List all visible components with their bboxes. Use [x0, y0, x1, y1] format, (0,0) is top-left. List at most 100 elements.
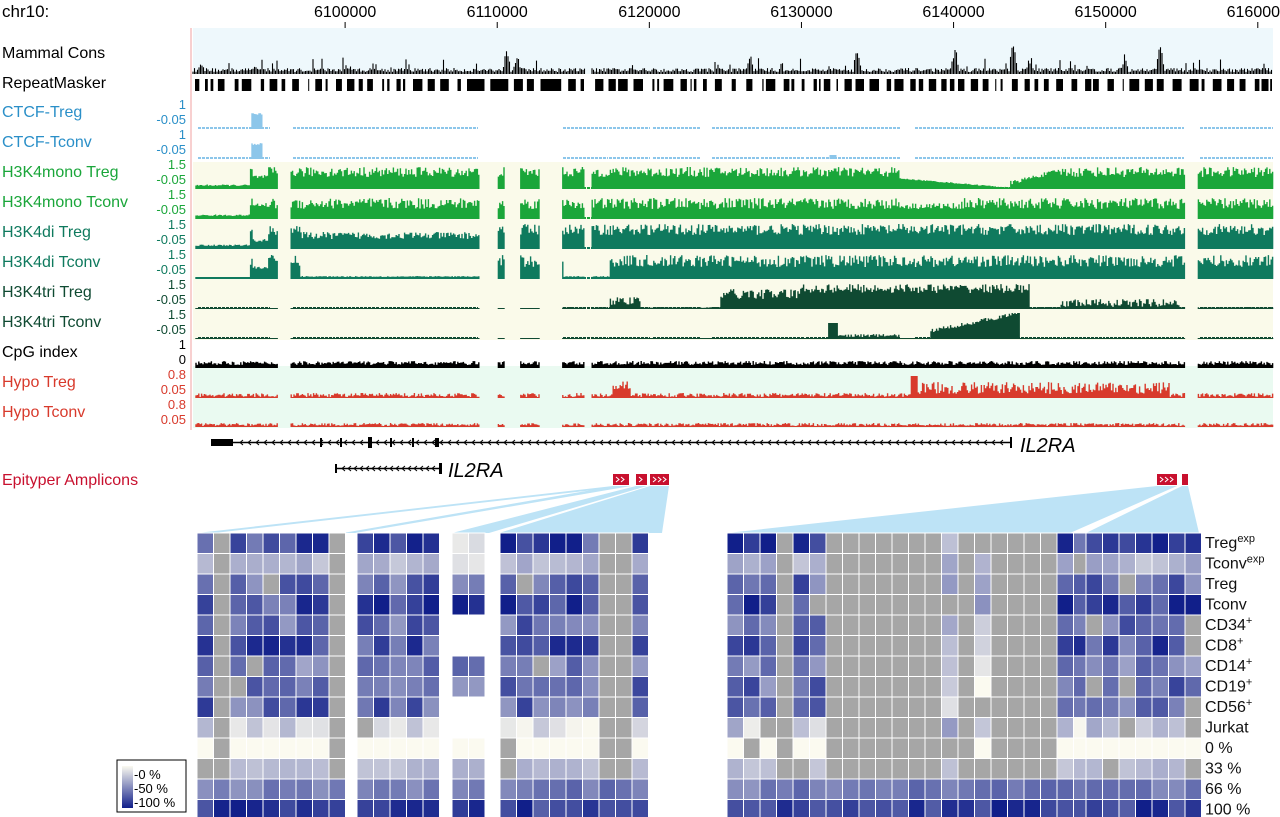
heatmap-cell: [1023, 635, 1041, 657]
heatmap-cell: [468, 717, 486, 739]
heatmap-cell: [213, 594, 231, 616]
heatmap-cell: [1085, 758, 1103, 780]
heatmap-cell: [809, 717, 827, 739]
heatmap-cell: [615, 594, 633, 616]
heatmap-cell: [825, 717, 843, 739]
heatmap-cell: [908, 614, 926, 636]
track-scale-bottom: -0.05: [156, 322, 186, 337]
heatmap-cell: [776, 573, 794, 595]
heatmap-cell: [759, 696, 777, 718]
heatmap-row-label: Tconvexp: [1205, 554, 1265, 573]
amplicon-block: [1157, 474, 1177, 485]
heatmap-cell: [1085, 655, 1103, 677]
heatmap-cell: [891, 799, 909, 817]
heatmap-cell: [279, 676, 297, 698]
heatmap-cell: [726, 655, 744, 677]
heatmap-cell: [532, 532, 550, 554]
heatmap-cell: [858, 737, 876, 759]
heatmap-cell: [908, 573, 926, 595]
heatmap-cell: [468, 778, 486, 800]
heatmap-cell: [246, 573, 264, 595]
heatmap-cell: [792, 758, 810, 780]
heatmap-cell: [825, 553, 843, 575]
heatmap-cell: [229, 676, 247, 698]
heatmap-cell: [726, 614, 744, 636]
heatmap-cell: [389, 573, 407, 595]
heatmap-cell: [516, 532, 534, 554]
heatmap-cell: [891, 553, 909, 575]
heatmap-cell: [1102, 717, 1120, 739]
heatmap-cell: [468, 614, 486, 636]
heatmap-cell: [312, 799, 330, 817]
heatmap-cell: [941, 696, 959, 718]
heatmap-cell: [858, 635, 876, 657]
heatmap-cell: [499, 614, 517, 636]
heatmap-cell: [1168, 635, 1186, 657]
heatmap-cell: [631, 594, 649, 616]
heatmap-row-label: 0 %: [1205, 740, 1233, 757]
heatmap-cell: [451, 676, 469, 698]
heatmap-cell: [990, 696, 1008, 718]
heatmap-cell: [213, 737, 231, 759]
heatmap-cell: [328, 553, 346, 575]
heatmap-cell: [1040, 573, 1058, 595]
heatmap-cell: [825, 655, 843, 677]
heatmap-cell: [726, 635, 744, 657]
heatmap-cell: [809, 655, 827, 677]
heatmap-cell: [875, 778, 893, 800]
heatmap-cell: [842, 573, 860, 595]
heatmap-cell: [468, 696, 486, 718]
heatmap-cell: [295, 778, 313, 800]
heatmap-cell: [1023, 655, 1041, 677]
axis-tick-label: 6140000: [922, 4, 984, 21]
track-label-h3k4mono_treg: H3K4mono Treg: [2, 164, 119, 181]
heatmap-cell: [974, 696, 992, 718]
heatmap-cell: [1151, 553, 1169, 575]
heatmap-cell: [875, 758, 893, 780]
heatmap-cell: [776, 532, 794, 554]
heatmap-cell: [924, 655, 942, 677]
heatmap-cell: [631, 737, 649, 759]
heatmap-cell: [1007, 758, 1025, 780]
heatmap-cell: [1168, 573, 1186, 595]
heatmap-row-label: CD8+: [1205, 636, 1243, 655]
heatmap-cell: [532, 758, 550, 780]
heatmap-cell: [312, 553, 330, 575]
heatmap-cell: [451, 553, 469, 575]
heatmap-cell: [1184, 594, 1202, 616]
heatmap-cell: [468, 676, 486, 698]
heatmap-cell: [1184, 553, 1202, 575]
heatmap-cell: [759, 676, 777, 698]
heatmap-cell: [213, 655, 231, 677]
heatmap-cell: [990, 758, 1008, 780]
heatmap-cell: [516, 717, 534, 739]
heatmap-cell: [389, 655, 407, 677]
heatmap-cell: [776, 655, 794, 677]
heatmap-cell: [356, 676, 374, 698]
heatmap-cell: [565, 573, 583, 595]
heatmap-cell: [957, 614, 975, 636]
heatmap-cell: [875, 737, 893, 759]
track-label-hypo_treg: Hypo Treg: [2, 374, 76, 391]
heatmap-cell: [279, 553, 297, 575]
heatmap-cell: [312, 696, 330, 718]
heatmap-cell: [1040, 655, 1058, 677]
heatmap-cell: [776, 553, 794, 575]
heatmap-cell: [582, 758, 600, 780]
heatmap-cell: [549, 614, 567, 636]
heatmap-cell: [532, 696, 550, 718]
heatmap-cell: [891, 717, 909, 739]
heatmap-cell: [941, 614, 959, 636]
heatmap-cell: [908, 799, 926, 817]
heatmap-cell: [1118, 696, 1136, 718]
heatmap-cell: [598, 635, 616, 657]
heatmap-cell: [468, 532, 486, 554]
heatmap-cell: [312, 778, 330, 800]
heatmap-cell: [312, 676, 330, 698]
heatmap-cell: [792, 676, 810, 698]
heatmap-cell: [776, 717, 794, 739]
heatmap-cell: [1007, 696, 1025, 718]
heatmap-cell: [246, 717, 264, 739]
heatmap-cell: [373, 696, 391, 718]
